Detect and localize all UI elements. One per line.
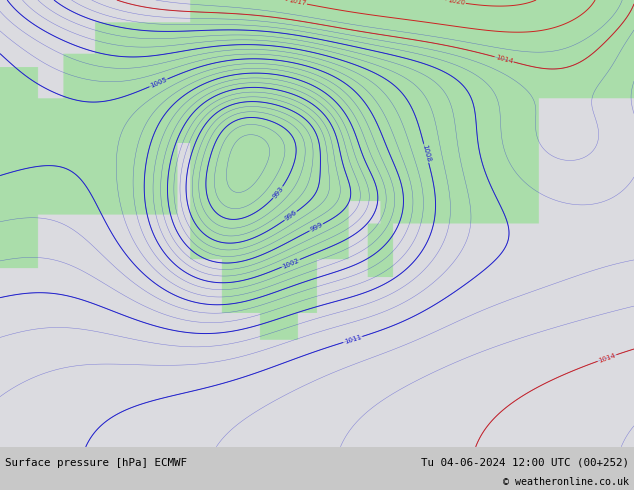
Text: 993: 993 [271, 185, 285, 199]
Text: 1005: 1005 [149, 76, 168, 89]
Text: © weatheronline.co.uk: © weatheronline.co.uk [503, 477, 629, 487]
Text: 1002: 1002 [281, 257, 300, 270]
Text: Surface pressure [hPa] ECMWF: Surface pressure [hPa] ECMWF [5, 458, 187, 467]
Text: 1020: 1020 [447, 0, 465, 6]
Text: 1011: 1011 [343, 334, 362, 345]
Text: 1014: 1014 [495, 54, 514, 65]
Text: 1014: 1014 [598, 352, 616, 364]
Text: 1017: 1017 [288, 0, 307, 7]
Text: 996: 996 [283, 209, 298, 222]
Text: 999: 999 [309, 221, 323, 233]
Text: 1008: 1008 [421, 144, 431, 163]
Text: Tu 04-06-2024 12:00 UTC (00+252): Tu 04-06-2024 12:00 UTC (00+252) [421, 458, 629, 467]
